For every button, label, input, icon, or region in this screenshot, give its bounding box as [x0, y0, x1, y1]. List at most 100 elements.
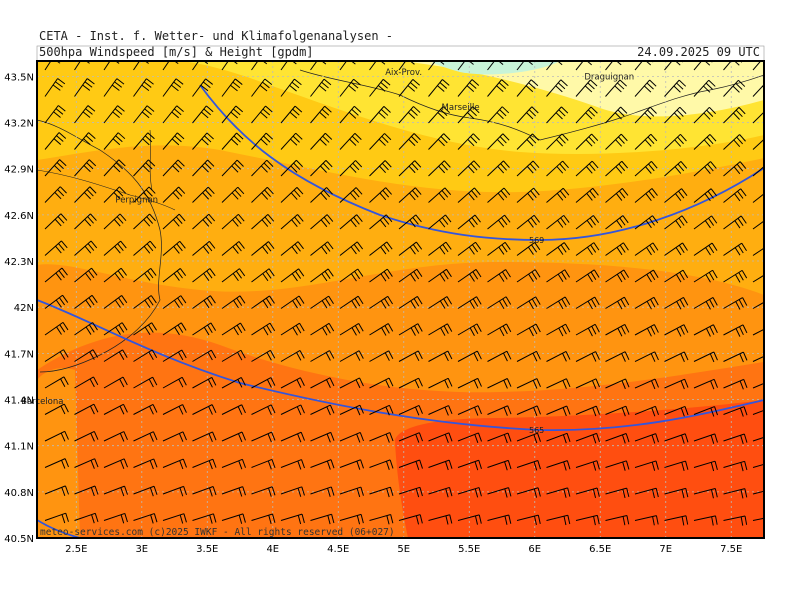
- wind-barb: [74, 159, 97, 177]
- wind-barb: [664, 296, 689, 310]
- wind-barb: [428, 514, 453, 525]
- wind-barb: [369, 350, 394, 362]
- wind-barb: [487, 269, 511, 283]
- wind-barb: [280, 214, 304, 230]
- wind-barb: [457, 432, 482, 444]
- wind-barb: [163, 541, 186, 551]
- wind-barb: [370, 542, 393, 552]
- wind-barb: [74, 186, 97, 203]
- wind-barb: [44, 512, 69, 524]
- wind-barb: [693, 433, 718, 444]
- wind-barb: [487, 241, 511, 256]
- wind-barb: [310, 132, 333, 150]
- wind-barb: [634, 160, 658, 177]
- wind-barb: [44, 458, 69, 469]
- wind-barb: [280, 241, 304, 256]
- wind-barb: [664, 269, 689, 283]
- wind-barb: [251, 159, 274, 177]
- wind-barb: [516, 160, 540, 177]
- wind-barb: [162, 431, 187, 442]
- wind-barb: [221, 295, 246, 309]
- wind-barb: [516, 514, 541, 525]
- wind-barb: [133, 61, 149, 71]
- wind-barb: [723, 378, 748, 390]
- wind-barb: [339, 105, 362, 124]
- wind-barb: [398, 160, 422, 177]
- wind-barb: [192, 240, 216, 256]
- wind-barb: [339, 214, 363, 230]
- wind-barb: [310, 105, 332, 124]
- wind-barb: [44, 78, 66, 97]
- wind-barb: [723, 460, 748, 472]
- wind-barb: [221, 159, 244, 177]
- wind-barb: [428, 486, 453, 498]
- wind-barb: [310, 159, 333, 177]
- wind-barb: [339, 160, 363, 177]
- wind-barb: [74, 458, 99, 469]
- wind-barb: [103, 431, 128, 442]
- wind-barb: [753, 543, 776, 553]
- wind-barb: [634, 296, 659, 310]
- wind-barb: [221, 241, 245, 256]
- wind-barb: [133, 349, 158, 362]
- wind-barb: [634, 106, 657, 124]
- wind-barb: [162, 513, 187, 524]
- wind-barb: [398, 432, 423, 443]
- wind-barb: [516, 459, 541, 471]
- wind-barb: [783, 162, 800, 176]
- wind-barb: [664, 324, 689, 337]
- wind-barb: [546, 242, 570, 256]
- wind-barb: [575, 378, 600, 389]
- wind-barb: [398, 404, 423, 416]
- wind-barb: [310, 431, 335, 443]
- wind-barb: [546, 487, 571, 498]
- wind-barb: [162, 376, 187, 389]
- city-label: Aix-Prov.: [385, 68, 422, 78]
- wind-barb: [192, 431, 217, 443]
- wind-barb: [783, 544, 800, 554]
- wind-barb: [162, 78, 184, 97]
- header-valid-time: 24.09.2025 09 UTC: [637, 45, 760, 59]
- wind-barb: [103, 376, 128, 389]
- wind-barb: [783, 216, 800, 229]
- wind-barbs: [44, 61, 800, 554]
- wind-barb: [280, 105, 303, 124]
- wind-barb: [162, 349, 187, 362]
- wind-barb: [783, 108, 800, 123]
- wind-barb: [664, 161, 688, 177]
- wind-barb: [575, 79, 598, 97]
- wind-barb: [310, 268, 334, 283]
- wind-barb: [133, 295, 157, 309]
- wind-barb: [605, 487, 630, 499]
- wind-band-gt-45: [395, 400, 764, 538]
- wind-barb: [221, 213, 245, 230]
- wind-barb: [192, 295, 216, 309]
- wind-barb: [457, 377, 482, 389]
- wind-barb: [222, 541, 245, 551]
- wind-band-low-lower-left: [37, 368, 80, 538]
- wind-barb: [546, 351, 571, 362]
- wind-barb: [162, 240, 186, 256]
- lon-tick-label: 3E: [135, 544, 148, 555]
- wind-barb: [546, 187, 570, 203]
- wind-barb: [487, 487, 512, 498]
- wind-barb: [428, 323, 453, 336]
- wind-barb: [369, 105, 391, 124]
- city-label: Draguignan: [584, 72, 634, 82]
- lon-tick-label: 6.5E: [589, 544, 611, 555]
- wind-barb: [369, 214, 393, 230]
- lon-tick-label: 3.5E: [196, 544, 218, 555]
- wind-barb: [783, 189, 800, 203]
- wind-barb: [221, 458, 246, 470]
- wind-barb: [457, 79, 480, 97]
- wind-barb: [103, 485, 128, 497]
- wind-barb: [192, 268, 216, 283]
- wind-barb: [192, 213, 216, 230]
- wind-barb: [339, 459, 364, 470]
- wind-barb: [103, 78, 125, 97]
- wind-barb: [723, 297, 748, 310]
- wind-barb: [74, 132, 96, 150]
- wind-barb: [783, 271, 800, 283]
- wind-barb: [546, 133, 569, 150]
- wind-barb: [516, 79, 539, 97]
